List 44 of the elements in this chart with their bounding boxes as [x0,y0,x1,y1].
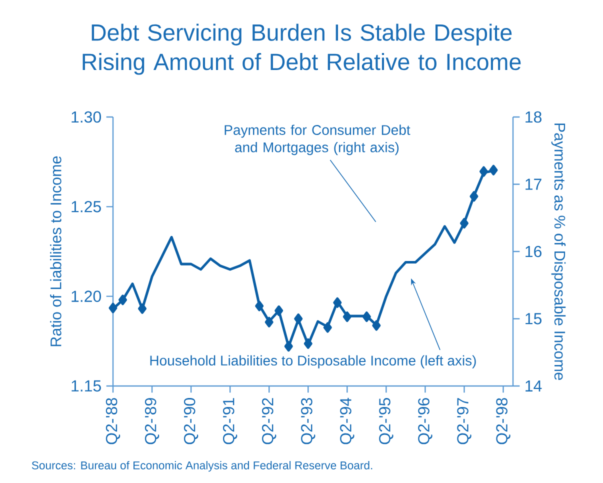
x-tick-label: Q2-'88 [106,398,120,444]
chart-title: Debt Servicing Burden Is Stable Despite Rising Amount of Debt Relative to Income [82,24,521,75]
y-tick-label: 1.15 [72,380,101,392]
point [333,297,342,308]
point [372,320,381,331]
point [460,218,468,229]
point [294,313,303,324]
point [138,303,147,314]
y2-axis-title: Payments as % of Disposable Income [551,124,566,380]
x-tick-label: Q2-'92 [262,398,276,444]
y2-tick-label: 18 [526,111,542,123]
point [479,166,488,177]
point [264,316,274,328]
source-note: Sources: Bureau of Economic Analysis and Federal Reserve Board. [32,461,372,472]
point [489,164,498,176]
point [108,302,118,314]
point [284,341,293,352]
y2-tick-label: 14 [526,380,542,392]
point [255,300,264,312]
annotation: Payments for Consumer Debt and Mortgages (right axis) [224,124,410,156]
x-tick-label: Q2-'89 [144,398,160,444]
annotation: Household Liabilities to Disposable Income (left axis) [150,355,476,368]
point [118,294,128,306]
point [304,338,312,349]
point [323,322,332,333]
x-tick-label: Q2-'95 [379,398,394,444]
point [342,311,352,322]
x-tick-label: Q2-'91 [222,398,238,444]
x-tick-label: Q2-'94 [340,398,354,444]
y-tick-label: 1.20 [72,290,102,302]
x-tick-label: Q2-'97 [457,398,472,444]
x-tick-label: Q2-'96 [418,398,432,444]
point [470,191,478,202]
x-tick-label: Q2-'90 [184,398,198,444]
y-axis-title: Ratio of Liabilities to Income [50,156,62,346]
y-tick-label: 1.30 [72,111,102,123]
y-tick-label: 1.25 [72,201,101,212]
x-tick-label: Q2-'98 [496,398,510,444]
x-tick-label: Q2-'93 [301,398,316,444]
point [274,305,284,316]
y2-tick-label: 16 [526,246,542,258]
y2-tick-label: 15 [526,313,542,324]
y2-tick-label: 17 [526,178,542,190]
point [362,311,371,322]
